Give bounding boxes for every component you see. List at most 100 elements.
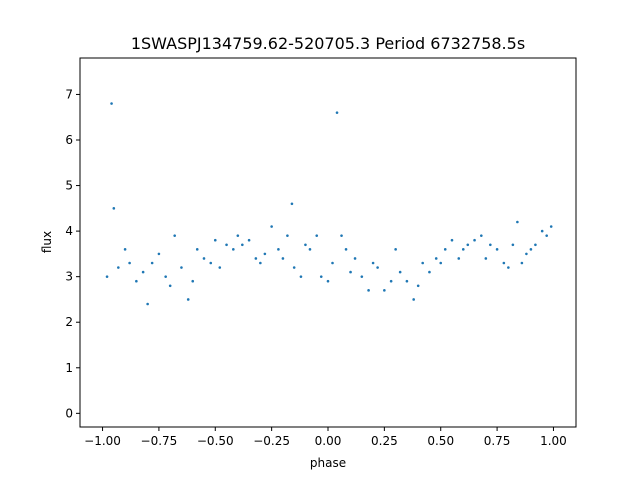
data-points	[105, 102, 553, 306]
data-point	[480, 234, 483, 237]
data-point	[292, 266, 296, 269]
data-point	[164, 275, 167, 278]
data-point	[218, 266, 222, 269]
data-point	[319, 275, 323, 278]
data-point	[150, 261, 154, 265]
data-point	[439, 261, 443, 265]
x-axis-label: phase	[310, 456, 346, 470]
data-point	[299, 275, 303, 278]
y-tick-label: 0	[65, 406, 73, 420]
data-point	[286, 234, 289, 237]
data-point	[270, 225, 273, 228]
y-tick-label: 1	[65, 361, 73, 375]
data-point	[466, 243, 470, 247]
data-point	[105, 275, 109, 278]
y-tick-label: 3	[65, 270, 73, 284]
data-point	[389, 279, 393, 283]
y-tick-label: 4	[65, 224, 73, 238]
data-point	[344, 248, 348, 251]
data-point	[202, 257, 206, 260]
data-point	[213, 238, 217, 242]
x-tick-label: −0.50	[197, 434, 234, 448]
x-tick-label: 0.00	[315, 434, 342, 448]
x-tick-label: 1.00	[540, 434, 567, 448]
data-point	[416, 284, 420, 288]
data-point	[371, 261, 375, 265]
y-tick-label: 6	[65, 133, 73, 147]
data-point	[353, 257, 357, 260]
data-point	[484, 257, 488, 260]
data-point	[259, 261, 262, 265]
data-point	[168, 284, 172, 288]
data-point	[349, 270, 352, 274]
data-point	[112, 207, 116, 210]
data-point	[461, 248, 465, 251]
data-point	[376, 266, 379, 269]
x-tick-label: −1.00	[84, 434, 121, 448]
data-point	[394, 248, 397, 251]
data-point	[141, 270, 145, 274]
x-axis: −1.00 −0.75 −0.50 −0.25 0.00 0.25 0.50 0.75 1.00	[84, 427, 567, 448]
data-point	[405, 279, 409, 283]
data-point	[489, 243, 492, 247]
data-point	[428, 270, 431, 274]
data-point	[180, 266, 183, 269]
data-point	[290, 202, 294, 206]
data-point	[304, 243, 307, 247]
y-tick-label: 2	[65, 315, 73, 329]
data-point	[340, 234, 343, 237]
y-tick-label: 7	[65, 87, 73, 101]
data-point	[335, 111, 339, 114]
y-axis-label: flux	[40, 231, 54, 253]
data-point	[360, 275, 364, 278]
data-point	[525, 252, 528, 256]
data-point	[434, 257, 438, 260]
x-tick-label: −0.25	[253, 434, 290, 448]
data-point	[117, 266, 120, 269]
data-point	[209, 261, 213, 265]
data-point	[277, 248, 280, 251]
data-point	[254, 257, 258, 260]
data-point	[502, 261, 506, 265]
data-point	[173, 234, 176, 237]
data-point	[443, 248, 447, 251]
data-point	[450, 238, 454, 242]
x-tick-label: −0.75	[141, 434, 178, 448]
data-point	[225, 243, 228, 247]
data-point	[367, 289, 370, 292]
data-point	[247, 238, 251, 242]
x-tick-label: 0.75	[484, 434, 511, 448]
data-point	[281, 257, 285, 260]
data-point	[236, 234, 240, 237]
data-point	[123, 248, 127, 251]
data-point	[473, 238, 476, 242]
data-point	[315, 234, 319, 237]
data-point	[511, 243, 515, 247]
data-point	[549, 225, 553, 228]
y-axis: 0 1 2 3 4 5 6 7	[65, 87, 80, 420]
data-point	[383, 289, 386, 292]
data-point	[507, 266, 510, 269]
data-point	[191, 279, 195, 283]
data-point	[326, 279, 330, 283]
data-point	[495, 248, 499, 251]
data-point	[263, 252, 267, 256]
data-point	[241, 243, 244, 247]
y-tick-label: 5	[65, 179, 73, 193]
data-point	[232, 248, 235, 251]
data-point	[128, 261, 131, 265]
data-point	[516, 220, 519, 224]
data-point	[545, 234, 548, 237]
x-tick-label: 0.50	[427, 434, 454, 448]
data-point	[186, 298, 190, 301]
data-point	[157, 252, 161, 256]
data-point	[421, 261, 424, 265]
data-point	[146, 302, 149, 306]
data-point	[308, 248, 312, 251]
x-tick-label: 0.25	[371, 434, 398, 448]
data-point	[398, 270, 402, 274]
data-point	[195, 248, 199, 251]
data-point	[331, 261, 334, 265]
chart-title: 1SWASPJ134759.62-520705.3 Period 6732758…	[131, 34, 525, 53]
